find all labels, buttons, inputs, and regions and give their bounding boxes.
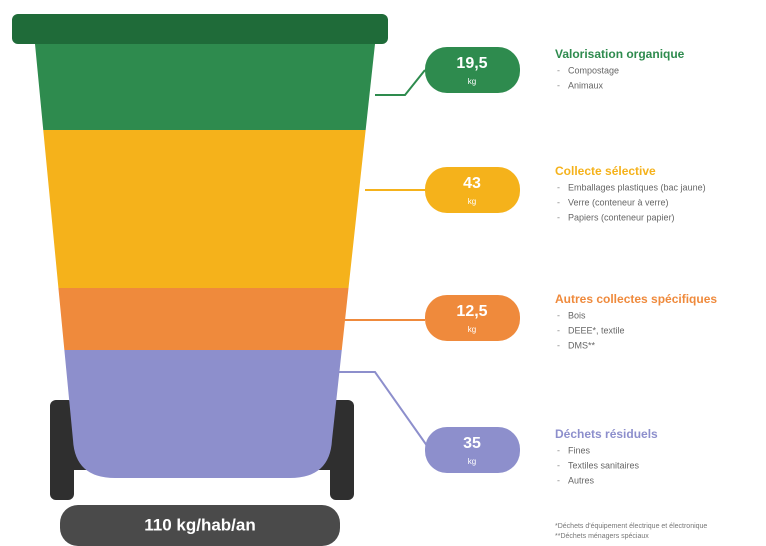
item: Animaux	[568, 80, 604, 90]
bullet: -	[557, 475, 560, 485]
bullet: -	[557, 445, 560, 455]
bullet: -	[557, 182, 560, 192]
section-title: Collecte sélective	[555, 164, 656, 178]
item: Bois	[568, 310, 586, 320]
value: 35	[463, 435, 481, 452]
footnote: **Déchets ménagers spéciaux	[555, 533, 649, 540]
item: DEEE*, textile	[568, 325, 625, 335]
bullet: -	[557, 310, 560, 320]
section-title: Déchets résiduels	[555, 427, 658, 441]
value: 12,5	[456, 303, 487, 320]
bin-lid	[12, 14, 388, 44]
unit: kg	[468, 197, 476, 206]
unit: kg	[468, 457, 476, 466]
item: Compostage	[568, 65, 619, 75]
unit: kg	[468, 325, 476, 334]
segment-specific	[0, 288, 400, 350]
value: 43	[463, 175, 481, 192]
item: Papiers (conteneur papier)	[568, 212, 675, 222]
item: Verre (conteneur à verre)	[568, 197, 669, 207]
section-title: Valorisation organique	[555, 47, 685, 61]
bullet: -	[557, 460, 560, 470]
unit: kg	[468, 77, 476, 86]
connector	[375, 70, 425, 95]
item: Emballages plastiques (bac jaune)	[568, 182, 706, 192]
item: Fines	[568, 445, 591, 455]
bullet: -	[557, 197, 560, 207]
bullet: -	[557, 212, 560, 222]
infographic: 110 kg/hab/an *Déchets d'équipement élec…	[0, 0, 766, 546]
bullet: -	[557, 340, 560, 350]
item: Autres	[568, 475, 595, 485]
segment-organic	[0, 40, 400, 130]
segment-selective	[0, 130, 400, 288]
footnote: *Déchets d'équipement électrique et élec…	[555, 523, 707, 530]
bullet: -	[557, 80, 560, 90]
value: 19,5	[456, 55, 487, 72]
total-label: 110 kg/hab/an	[144, 515, 256, 534]
bullet: -	[557, 325, 560, 335]
bullet: -	[557, 65, 560, 75]
section-title: Autres collectes spécifiques	[555, 292, 717, 306]
item: Textiles sanitaires	[568, 460, 640, 470]
item: DMS**	[568, 340, 596, 350]
